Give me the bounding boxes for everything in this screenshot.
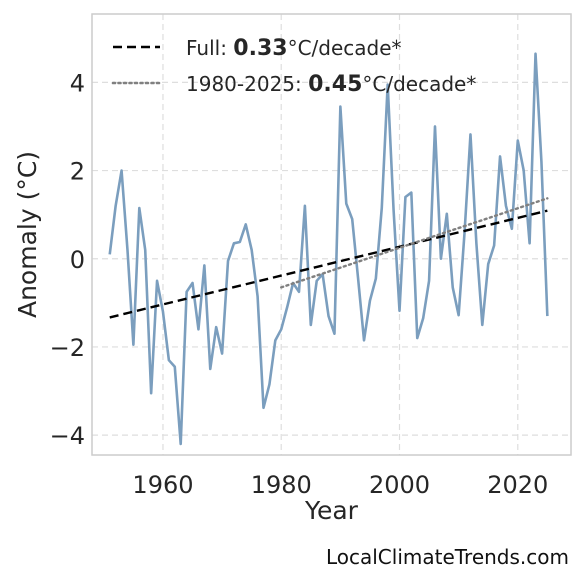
y-tick-label: 4 <box>70 69 85 97</box>
anomaly-series-line <box>108 52 549 446</box>
plot-frame <box>91 13 572 456</box>
y-tick-label: 2 <box>70 158 85 186</box>
plot-background <box>92 14 571 455</box>
y-tick-labels: −4 −2 0 2 4 <box>50 69 85 450</box>
legend-entry-unit: °C/decade* <box>362 72 476 96</box>
x-axis-label: Year <box>304 496 359 525</box>
legend-entry-value: 0.45 <box>308 72 362 97</box>
legend-entry-label: Full: <box>186 36 233 60</box>
legend-entry-label: 1980-2025: <box>186 72 308 96</box>
legend-entry-value: 0.33 <box>233 36 287 61</box>
y-tick-label: 0 <box>70 246 85 274</box>
x-tick-label: 2020 <box>487 471 548 499</box>
x-tick-labels: 1960 1980 2000 2020 <box>132 471 548 499</box>
y-tick-label: −4 <box>50 422 85 450</box>
grid <box>92 14 571 455</box>
x-tick-label: 2000 <box>369 471 430 499</box>
legend-entry-unit: °C/decade* <box>288 36 402 60</box>
y-tick-label: −2 <box>50 334 85 362</box>
legend: Full: 0.33°C/decade*1980-2025: 0.45°C/de… <box>111 36 476 97</box>
recent-trend-line <box>280 197 549 289</box>
legend-entry: Full: 0.33°C/decade* <box>186 36 402 61</box>
watermark: LocalClimateTrends.com <box>325 545 569 569</box>
series-layer <box>108 52 549 446</box>
y-axis-label: Anomaly (°C) <box>13 151 42 318</box>
full-trend-line <box>109 209 548 319</box>
x-tick-label: 1980 <box>251 471 312 499</box>
legend-entry: 1980-2025: 0.45°C/decade* <box>186 72 476 97</box>
x-tick-label: 1960 <box>132 471 193 499</box>
